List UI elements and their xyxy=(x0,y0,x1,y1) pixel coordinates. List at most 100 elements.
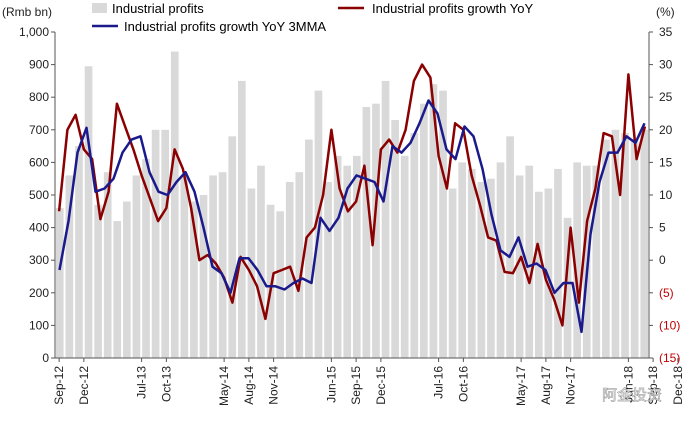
bar-series-industrial-profits xyxy=(55,51,649,359)
bar xyxy=(123,201,131,358)
right-tick-label: (15) xyxy=(659,351,680,365)
x-tick-label: Dec-18 xyxy=(671,366,685,405)
right-axis-ticks: (15) (10) (5) 0 5 10 15 20 25 30 35 xyxy=(649,25,680,365)
bar xyxy=(142,159,150,358)
left-tick-label: 600 xyxy=(29,155,49,169)
bar xyxy=(103,172,112,358)
right-tick-label: (10) xyxy=(659,318,680,332)
bar xyxy=(515,175,524,358)
right-tick-label: 15 xyxy=(659,155,673,169)
legend-swatch-bar xyxy=(92,3,107,13)
bar xyxy=(324,181,332,358)
right-tick-label: 5 xyxy=(659,221,666,235)
bar xyxy=(228,136,237,358)
right-axis-unit: (%) xyxy=(656,5,675,19)
x-tick-label: Sep-12 xyxy=(52,366,66,405)
legend-label-yoy: Industrial profits growth YoY xyxy=(372,1,533,16)
bar xyxy=(295,172,304,358)
right-tick-label: (5) xyxy=(659,286,674,300)
bar xyxy=(161,129,170,358)
line-series xyxy=(57,63,647,334)
bar xyxy=(257,165,265,358)
legend-label-3mma: Industrial profits growth YoY 3MMA xyxy=(124,19,326,34)
bar xyxy=(410,133,419,358)
bar xyxy=(525,165,534,358)
left-tick-label: 100 xyxy=(29,318,49,332)
x-tick-label: Jun-15 xyxy=(324,366,338,403)
x-tick-label: Aug-17 xyxy=(539,366,553,405)
bar xyxy=(84,66,93,358)
bar xyxy=(113,221,122,358)
bar xyxy=(420,103,428,358)
bar xyxy=(602,139,610,358)
x-tick-label: Jul-16 xyxy=(432,366,446,399)
bar xyxy=(132,175,141,358)
x-tick-label: Sep-15 xyxy=(349,366,363,405)
left-tick-label: 0 xyxy=(42,351,49,365)
right-tick-label: 10 xyxy=(659,188,673,202)
legend: Industrial profits Industrial profits gr… xyxy=(92,1,533,34)
bar xyxy=(276,211,284,358)
bar xyxy=(285,181,294,358)
line-industrial-profits-growth-yoy xyxy=(57,63,647,327)
bar xyxy=(151,129,160,358)
bar xyxy=(534,191,543,358)
x-tick-label: Dec-12 xyxy=(77,366,91,405)
left-tick-label: 800 xyxy=(29,90,49,104)
x-tick-label: Dec-15 xyxy=(374,366,388,405)
left-axis-unit: (Rmb bn) xyxy=(2,5,52,19)
bar xyxy=(611,129,620,358)
left-tick-label: 200 xyxy=(29,286,49,300)
right-tick-label: 35 xyxy=(659,25,673,39)
bar xyxy=(544,188,553,358)
bar xyxy=(477,181,486,358)
x-tick-label: May-17 xyxy=(514,366,528,406)
watermark-text: 阿金投资 xyxy=(602,386,662,404)
bar xyxy=(190,201,198,358)
bar xyxy=(65,175,74,358)
right-tick-label: 20 xyxy=(659,123,673,137)
left-tick-label: 400 xyxy=(29,221,49,235)
bar xyxy=(352,155,361,358)
bar xyxy=(400,155,409,358)
line-industrial-profits-growth-yoy-3mma xyxy=(58,99,646,334)
bar xyxy=(362,106,371,358)
x-axis-ticks: Sep-12 Dec-12 Jul-13 Oct-13 May-14 Aug-14 Nov-… xyxy=(52,358,685,406)
bar xyxy=(563,217,572,358)
bar xyxy=(381,80,390,359)
bar xyxy=(180,175,189,358)
x-tick-label: Oct-13 xyxy=(159,366,173,402)
bar xyxy=(429,84,438,358)
bar xyxy=(372,103,380,358)
x-tick-label: Jun-18 xyxy=(621,366,635,403)
bar xyxy=(199,195,208,358)
bar xyxy=(448,188,457,358)
x-tick-label: May-14 xyxy=(217,366,231,406)
left-tick-label: 1,000 xyxy=(19,25,49,39)
bar xyxy=(343,165,352,358)
bar xyxy=(630,139,639,358)
bar xyxy=(333,155,342,358)
bar xyxy=(621,133,629,358)
right-tick-label: 25 xyxy=(659,90,673,104)
x-tick-label: Jul-13 xyxy=(135,366,149,399)
bar xyxy=(94,204,102,358)
bar xyxy=(75,146,83,358)
bar xyxy=(55,208,64,358)
bar xyxy=(439,90,447,359)
bar xyxy=(592,165,601,358)
left-tick-label: 300 xyxy=(29,253,49,267)
legend-label-bar: Industrial profits xyxy=(112,1,204,16)
bar xyxy=(237,80,246,359)
right-tick-label: 30 xyxy=(659,58,673,72)
bar xyxy=(554,168,562,358)
bar xyxy=(391,120,399,359)
bar xyxy=(458,162,467,358)
bar xyxy=(573,162,581,358)
bar xyxy=(640,129,649,358)
left-tick-label: 500 xyxy=(29,188,49,202)
bar xyxy=(305,139,313,358)
bar xyxy=(170,51,179,359)
left-tick-label: 700 xyxy=(29,123,49,137)
